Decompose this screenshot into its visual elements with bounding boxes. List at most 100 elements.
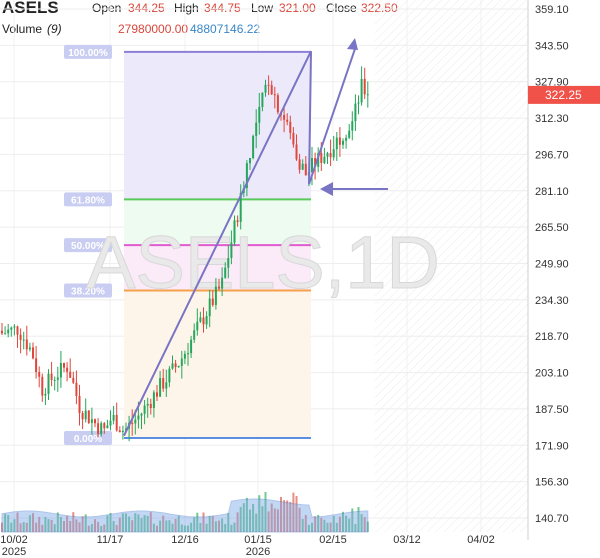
volume-bar bbox=[255, 513, 258, 532]
candle-body bbox=[295, 144, 298, 160]
volume-bar bbox=[221, 518, 224, 532]
candle-body bbox=[196, 321, 199, 331]
candle-body bbox=[162, 378, 165, 389]
volume-bar bbox=[106, 515, 109, 532]
candle-body bbox=[134, 419, 137, 424]
volume-bar bbox=[286, 500, 289, 532]
volume-bar bbox=[345, 515, 348, 532]
volume-bar bbox=[273, 508, 276, 532]
candle-body bbox=[208, 298, 211, 317]
candle-body bbox=[121, 430, 124, 433]
volume-bar bbox=[13, 519, 16, 532]
volume-bar bbox=[19, 523, 22, 532]
fib-level-label: 38.20% bbox=[71, 287, 105, 298]
candle-body bbox=[249, 158, 251, 164]
volume-bar bbox=[131, 520, 134, 532]
candle-body bbox=[10, 327, 13, 330]
candle-body bbox=[332, 149, 335, 158]
candle-body bbox=[44, 393, 47, 396]
volume-bar bbox=[10, 522, 13, 532]
volume-bar bbox=[329, 522, 332, 532]
fib-level-label: 61.80% bbox=[71, 195, 105, 206]
candle-body bbox=[273, 94, 276, 96]
x-tick-label: 04/02 bbox=[467, 534, 495, 546]
candle-body bbox=[75, 382, 78, 396]
volume-bar bbox=[245, 497, 248, 532]
volume-bar bbox=[165, 520, 168, 532]
volume-bar bbox=[348, 518, 351, 532]
candle-body bbox=[245, 163, 248, 189]
candle-body bbox=[227, 257, 230, 268]
volume-bar bbox=[307, 524, 310, 532]
volume-bar bbox=[211, 516, 214, 532]
volume-label: Volume bbox=[2, 22, 43, 36]
volume-bar bbox=[366, 521, 369, 532]
volume-bar bbox=[84, 514, 87, 532]
fib-label-box bbox=[64, 283, 112, 298]
candle-body bbox=[103, 423, 106, 429]
arrow-head-up bbox=[347, 38, 358, 50]
candle-body bbox=[38, 371, 41, 377]
volume-bar bbox=[1, 522, 3, 532]
candle-body bbox=[1, 330, 3, 334]
candle-body bbox=[171, 363, 174, 369]
candle-body bbox=[276, 95, 279, 113]
future-area bbox=[375, 0, 528, 532]
volume-bar bbox=[146, 515, 149, 532]
y-tick-label: 156.30 bbox=[535, 477, 569, 489]
y-tick-label: 203.10 bbox=[535, 368, 569, 380]
candle-body bbox=[152, 392, 155, 409]
candle-body bbox=[63, 362, 65, 368]
volume-bar bbox=[314, 516, 317, 532]
candle-body bbox=[146, 403, 149, 406]
candle-body bbox=[16, 326, 19, 335]
volume-bar bbox=[59, 517, 62, 532]
volume-bar bbox=[87, 525, 90, 532]
candle-body bbox=[211, 298, 214, 305]
volume-bar bbox=[320, 517, 323, 532]
candle-body bbox=[59, 362, 62, 378]
arrow-head-left bbox=[320, 182, 333, 196]
volume-bar bbox=[128, 516, 131, 532]
volume-bar bbox=[112, 520, 115, 532]
open-value: 344.25 bbox=[128, 1, 165, 15]
volume-bar bbox=[227, 513, 230, 532]
candle-body bbox=[335, 137, 338, 150]
volume-bar bbox=[115, 525, 118, 532]
candle-body bbox=[311, 158, 313, 173]
current-price-label: 322.25 bbox=[545, 88, 582, 102]
volume-bar bbox=[25, 522, 28, 532]
volume-bar bbox=[44, 516, 47, 532]
high-value: 344.75 bbox=[204, 1, 241, 15]
candle-body bbox=[236, 220, 239, 222]
y-tick-label: 171.90 bbox=[535, 440, 569, 452]
volume-bar bbox=[90, 523, 93, 532]
candle-body bbox=[304, 163, 307, 176]
volume-bar bbox=[360, 514, 363, 532]
candle-body bbox=[66, 367, 69, 372]
y-tick-label: 218.70 bbox=[535, 331, 569, 343]
y-tick-label: 296.70 bbox=[535, 149, 569, 161]
trend-line-up bbox=[123, 50, 312, 437]
volume-bar bbox=[289, 501, 292, 532]
fib-label-box bbox=[64, 44, 112, 59]
candle-body bbox=[131, 422, 134, 424]
x-tick-label: 10/02 bbox=[0, 534, 28, 546]
candle-body bbox=[78, 395, 81, 414]
volume-bar bbox=[66, 515, 69, 532]
volume-bar bbox=[162, 515, 165, 532]
volume-bar bbox=[4, 513, 7, 532]
fib-band bbox=[124, 51, 311, 200]
volume-bar bbox=[357, 507, 360, 532]
candle-body bbox=[252, 135, 255, 159]
candle-body bbox=[286, 119, 289, 122]
volume-bar bbox=[35, 522, 38, 532]
candle-body bbox=[320, 153, 323, 163]
volume-bar bbox=[56, 512, 59, 532]
fib-label-box bbox=[64, 238, 112, 253]
volume-bar bbox=[317, 514, 320, 532]
candle-body bbox=[53, 379, 56, 381]
x-tick-label: 02/15 bbox=[319, 534, 347, 546]
volume-bar bbox=[137, 514, 140, 532]
